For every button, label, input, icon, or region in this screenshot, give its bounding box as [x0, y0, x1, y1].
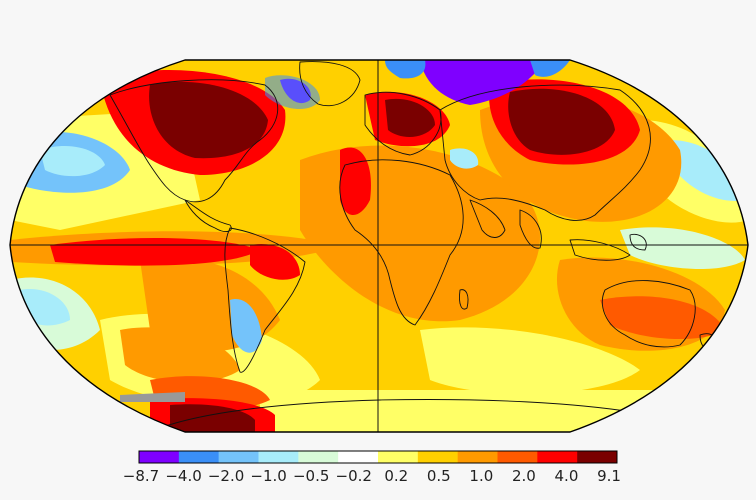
colorbar: −8.7 −4.0 −2.0 −1.0 −0.5 −0.2 0.2 0.5 1.0 2.0 4.0 9… [123, 450, 621, 485]
colorbar-tick-label: −8.7 [123, 467, 159, 485]
colorbar-tick-label: −4.0 [165, 467, 201, 485]
colorbar-swatch [298, 451, 339, 463]
colorbar-swatch [577, 451, 618, 463]
colorbar-tick-label: −0.2 [336, 467, 372, 485]
colorbar-swatch [178, 451, 219, 463]
colorbar-swatch [338, 451, 379, 463]
colorbar-swatch [417, 451, 458, 463]
colorbar-swatch [537, 451, 578, 463]
colorbar-swatch [139, 451, 180, 463]
colorbar-tick-label: 2.0 [512, 467, 536, 485]
colorbar-tick-label: 0.2 [384, 467, 408, 485]
colorbar-tick-label: −2.0 [208, 467, 244, 485]
colorbar-swatch [457, 451, 498, 463]
colorbar-swatch [258, 451, 299, 463]
colorbar-tick-label: −0.5 [293, 467, 329, 485]
colorbar-swatch [497, 451, 538, 463]
colorbar-frame [138, 450, 618, 464]
colorbar-tick-label: −1.0 [250, 467, 286, 485]
map-boundary [9, 59, 749, 433]
colorbar-tick-label: 1.0 [469, 467, 493, 485]
colorbar-swatch [378, 451, 419, 463]
colorbar-tick-label: 4.0 [555, 467, 579, 485]
coastlines [109, 61, 718, 432]
colorbar-tick-label: 0.5 [427, 467, 451, 485]
colorbar-swatch [218, 451, 259, 463]
colorbar-tick-label: 9.1 [597, 467, 621, 485]
